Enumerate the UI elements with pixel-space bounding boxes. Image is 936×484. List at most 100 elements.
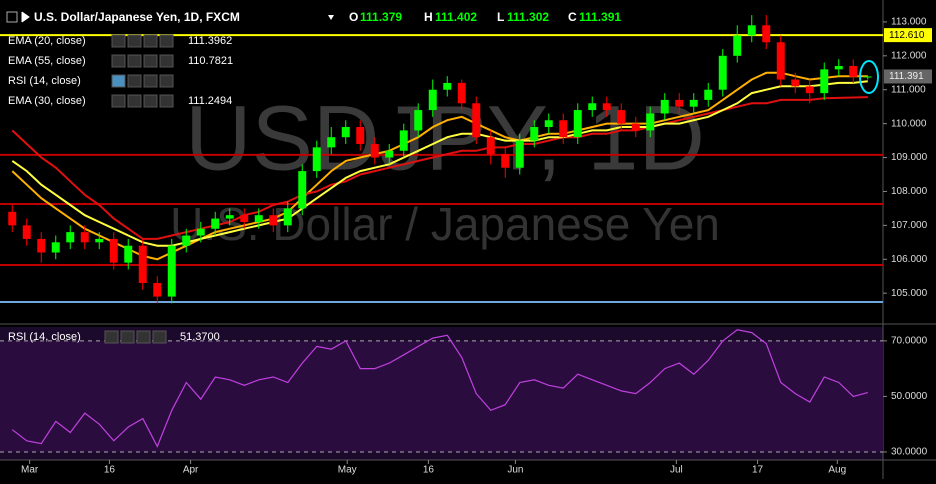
ohlc-high: 111.402 — [435, 10, 477, 24]
legend-button[interactable] — [159, 34, 174, 48]
candle-body — [399, 130, 408, 151]
legend-entry[interactable]: EMA (20, close) — [8, 35, 86, 47]
candle-body — [298, 171, 307, 209]
legend-button[interactable] — [159, 54, 174, 68]
annotation-ellipse — [859, 60, 879, 94]
candle-body — [704, 89, 713, 100]
legend-button[interactable] — [159, 94, 174, 108]
legend-button[interactable] — [159, 74, 174, 88]
candle-body — [762, 25, 771, 43]
candle-body — [820, 69, 829, 94]
legend-value: 110.7821 — [188, 55, 233, 67]
legend-button[interactable] — [143, 94, 158, 108]
candle-body — [617, 110, 626, 124]
x-tick-label: 16 — [104, 465, 116, 476]
candle-body — [573, 110, 582, 138]
candle-body — [254, 215, 263, 222]
candle-body — [356, 127, 365, 144]
candle-body — [588, 103, 597, 111]
ohlc-label: L — [497, 10, 504, 24]
legend-button[interactable] — [143, 54, 158, 68]
ohlc-low: 111.302 — [507, 10, 549, 24]
chart-title[interactable]: U.S. Dollar/Japanese Yen, 1D, FXCM — [34, 10, 240, 24]
candle-body — [196, 228, 205, 236]
legend-entry[interactable]: RSI (14, close) — [8, 331, 81, 343]
level-label: 112.610 — [889, 30, 925, 41]
candle-body — [776, 42, 785, 80]
candle-body — [530, 127, 539, 141]
candle-body — [414, 110, 423, 131]
candle-body — [472, 103, 481, 138]
rsi-band — [0, 340, 883, 452]
candle-body — [849, 65, 858, 77]
candle-body — [660, 99, 669, 114]
candle-body — [240, 215, 249, 222]
legend-entry[interactable]: EMA (30, close) — [8, 95, 86, 107]
candle-body — [457, 82, 466, 104]
y-tick-label: 107.000 — [891, 220, 928, 231]
legend-entry[interactable]: EMA (55, close) — [8, 55, 86, 67]
legend-button[interactable] — [111, 94, 126, 108]
y-tick-label: 105.000 — [891, 288, 928, 299]
legend-button[interactable] — [152, 330, 167, 344]
candle-body — [791, 79, 800, 87]
level-label-box — [884, 28, 932, 43]
x-tick-label: Mar — [21, 465, 39, 476]
candle-body — [428, 89, 437, 111]
legend-button[interactable] — [127, 94, 142, 108]
candle-body — [182, 235, 191, 246]
candle-body — [646, 113, 655, 131]
candle-body — [544, 120, 553, 128]
ohlc-label: O — [349, 10, 358, 24]
last-price-box — [884, 69, 932, 84]
legend-value: 51.3700 — [180, 331, 220, 343]
legend-button[interactable] — [111, 74, 126, 88]
legend-layer: U.S. Dollar/Japanese Yen, 1D, FXCM O 111… — [6, 10, 879, 344]
x-tick-label: Apr — [183, 465, 199, 476]
candle-body — [805, 86, 814, 94]
y-tick-label: 112.000 — [891, 50, 927, 61]
legend-button[interactable] — [136, 330, 151, 344]
y-tick-label: 108.000 — [891, 186, 928, 197]
legend-button[interactable] — [127, 34, 142, 48]
candle-body — [51, 242, 60, 253]
legend-button[interactable] — [120, 330, 135, 344]
legend-entry[interactable]: RSI (14, close) — [8, 75, 81, 87]
y-tick-label: 50.0000 — [891, 391, 928, 402]
candle-body — [385, 150, 394, 158]
candle-body — [747, 25, 756, 36]
last-price-label: 111.391 — [889, 71, 924, 82]
x-tick-label: 16 — [423, 465, 435, 476]
candle-body — [269, 215, 278, 226]
candle-body — [22, 225, 31, 239]
candle-body — [283, 208, 292, 226]
legend-button[interactable] — [143, 74, 158, 88]
legend-button[interactable] — [111, 54, 126, 68]
legend-button[interactable] — [143, 34, 158, 48]
symbol-icon — [21, 11, 30, 23]
candle-body — [515, 140, 524, 168]
legend-button[interactable] — [127, 74, 142, 88]
ohlc-label: H — [424, 10, 433, 24]
legend-button[interactable] — [127, 54, 142, 68]
dropdown-icon[interactable] — [328, 15, 334, 20]
candle-body — [341, 127, 350, 138]
candle-body — [138, 245, 147, 284]
candle-body — [559, 120, 568, 138]
collapse-icon[interactable] — [6, 11, 18, 23]
y-tick-label: 111.000 — [891, 84, 926, 95]
candle-body — [602, 103, 611, 111]
y-tick-label: 110.000 — [891, 118, 927, 129]
candle-body — [109, 238, 118, 263]
legend-value: 111.3962 — [188, 35, 232, 47]
candle-body — [834, 65, 843, 70]
candle-body — [631, 123, 640, 131]
x-tick-label: 17 — [752, 465, 764, 476]
legend-button[interactable] — [111, 34, 126, 48]
candle-body — [863, 76, 872, 78]
y-tick-label: 106.000 — [891, 254, 928, 265]
ohlc-label: C — [568, 10, 577, 24]
legend-button[interactable] — [104, 330, 119, 344]
candle-body — [95, 238, 104, 243]
